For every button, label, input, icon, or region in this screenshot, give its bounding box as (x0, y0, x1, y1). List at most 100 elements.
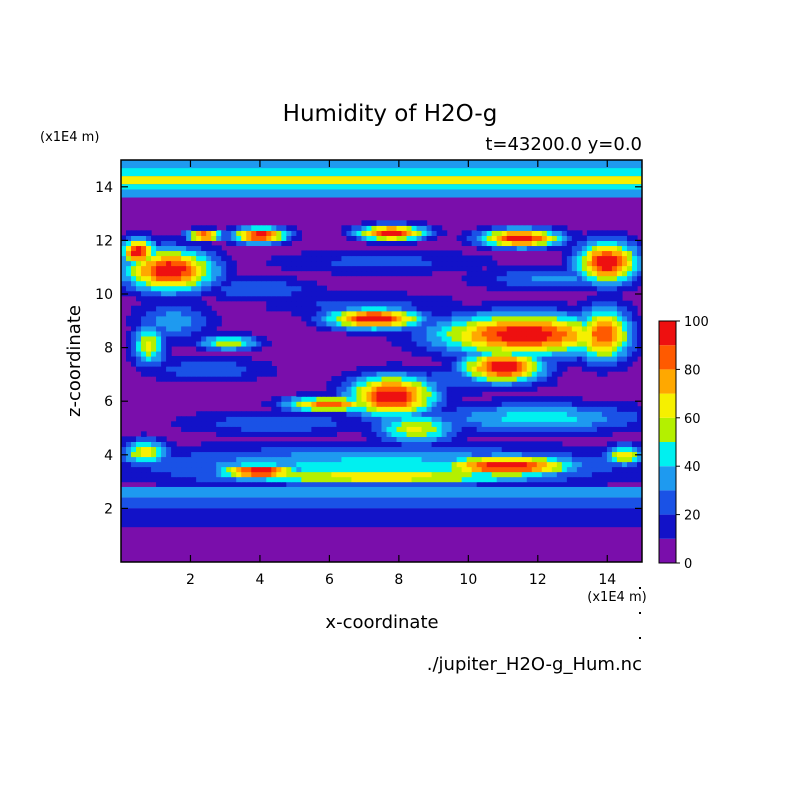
contour-cell (171, 476, 177, 483)
contour-cell (466, 345, 473, 352)
contour-cell (241, 340, 247, 347)
contour-cell (486, 431, 493, 437)
contour-cell (471, 426, 478, 432)
contour-cell (366, 250, 373, 257)
contour-cell (476, 481, 483, 488)
contour-cell (521, 240, 528, 247)
contour-cell (351, 310, 358, 317)
contour-cell (146, 345, 152, 352)
contour-cell (506, 406, 513, 412)
contour-cell (321, 260, 327, 267)
contour-cell (296, 230, 302, 236)
contour-cell (186, 330, 192, 337)
contour-cell (391, 416, 398, 422)
contour-cell (461, 355, 468, 362)
contour-cell (576, 340, 583, 347)
contour-cell (526, 235, 533, 241)
contour-cell (151, 255, 157, 262)
contour-cell (416, 476, 423, 483)
contour-cell (376, 416, 383, 422)
contour-cell (306, 461, 312, 468)
contour-cell (441, 230, 448, 236)
contour-cell (456, 411, 463, 417)
contour-cell (376, 270, 383, 277)
contour-cell (546, 476, 553, 483)
contour-cell (591, 476, 598, 483)
contour-cell (416, 446, 423, 453)
contour-cell (471, 431, 478, 437)
contour-cell (386, 330, 393, 337)
contour-cell (161, 476, 167, 483)
contour-cell (236, 240, 242, 247)
contour-cell (341, 386, 348, 392)
contour-cell (486, 300, 493, 307)
contour-cell (371, 310, 378, 317)
contour-cell (551, 300, 558, 307)
contour-cell (496, 441, 503, 448)
contour-cell (591, 295, 598, 302)
horizontal-band (121, 176, 642, 185)
contour-cell (346, 300, 353, 307)
contour-cell (531, 371, 538, 377)
contour-cell (601, 270, 608, 277)
contour-cell (506, 310, 513, 317)
contour-cell (406, 391, 413, 397)
contour-cell (476, 345, 483, 352)
contour-cell (396, 481, 403, 488)
contour-cell (466, 371, 473, 377)
contour-cell (371, 376, 378, 382)
contour-cell (461, 441, 468, 448)
contour-cell (246, 471, 252, 478)
contour-cell (221, 230, 227, 236)
contour-cell (621, 421, 628, 427)
contour-cell (181, 300, 187, 307)
contour-cell (631, 416, 638, 422)
contour-cell (616, 340, 623, 347)
contour-cell (481, 340, 488, 347)
contour-cell (596, 366, 603, 372)
contour-cell (531, 325, 538, 332)
contour-cell (286, 230, 292, 236)
contour-cell (366, 295, 373, 302)
contour-cell (131, 466, 137, 473)
contour-cell (211, 345, 217, 352)
contour-cell (151, 310, 157, 317)
contour-cell (431, 471, 438, 478)
contour-cell (386, 431, 393, 437)
contour-cell (201, 451, 207, 458)
contour-cell (461, 431, 468, 437)
contour-cell (366, 366, 373, 372)
contour-cell (541, 466, 548, 473)
contour-cell (466, 381, 473, 387)
contour-cell (296, 305, 302, 312)
contour-cell (461, 391, 468, 397)
contour-cell (571, 431, 578, 437)
contour-cell (506, 451, 513, 458)
contour-cell (421, 391, 428, 397)
contour-cell (581, 240, 588, 247)
contour-cell (361, 315, 368, 322)
contour-cell (526, 245, 533, 252)
contour-cell (366, 406, 373, 412)
contour-cell (321, 411, 327, 417)
contour-cell (196, 255, 202, 262)
contour-cell (306, 260, 312, 267)
contour-cell (146, 230, 152, 236)
colorbar-tick-label: 20 (684, 509, 701, 524)
contour-cell (156, 345, 162, 352)
contour-cell (621, 315, 628, 322)
contour-cell (491, 285, 498, 292)
contour-cell (261, 285, 267, 292)
contour-cell (576, 350, 583, 357)
contour-cell (561, 280, 568, 287)
contour-cell (331, 255, 338, 262)
contour-cell (206, 451, 212, 458)
contour-cell (156, 355, 162, 362)
contour-cell (571, 411, 578, 417)
contour-cell (576, 235, 583, 241)
contour-cell (521, 476, 528, 483)
contour-cell (561, 235, 568, 241)
contour-cell (521, 265, 528, 272)
contour-cell (396, 225, 403, 231)
contour-cell (271, 411, 277, 417)
